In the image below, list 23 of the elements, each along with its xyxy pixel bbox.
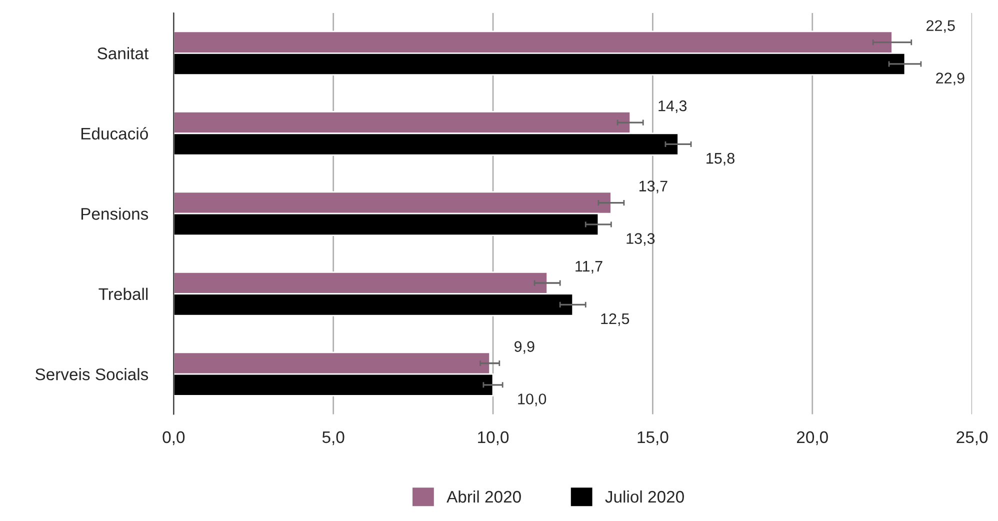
data-label: 14,3	[658, 100, 687, 114]
x-tick-label: 25,0	[956, 431, 988, 446]
y-tick-label: Sanitat	[98, 47, 149, 60]
data-label: 15,8	[706, 152, 734, 166]
data-label: 10,0	[518, 394, 546, 406]
y-tick-label: Pensions	[81, 208, 148, 220]
data-label: 22,5	[926, 20, 955, 33]
data-label: 13,7	[639, 180, 668, 194]
data-label: 13,3	[626, 233, 655, 246]
y-tick-label: Serveis Socials	[35, 368, 148, 380]
data-label: 11,7	[576, 261, 602, 274]
x-tick-label: 0,0	[162, 431, 185, 446]
legend-label: Abril 2020	[446, 490, 521, 503]
y-tick-label: Educació	[81, 127, 148, 140]
x-tick-label: 5,0	[322, 431, 344, 446]
legend-label: Juliol 2020	[605, 490, 684, 503]
data-label: 9,9	[514, 341, 534, 354]
y-tick-label: Treball	[98, 288, 148, 300]
x-tick-label: 20,0	[796, 431, 828, 446]
data-label: 12,5	[601, 313, 630, 326]
data-label: 22,9	[936, 72, 964, 86]
x-tick-label: 15,0	[638, 431, 668, 446]
x-tick-label: 10,0	[478, 431, 509, 446]
